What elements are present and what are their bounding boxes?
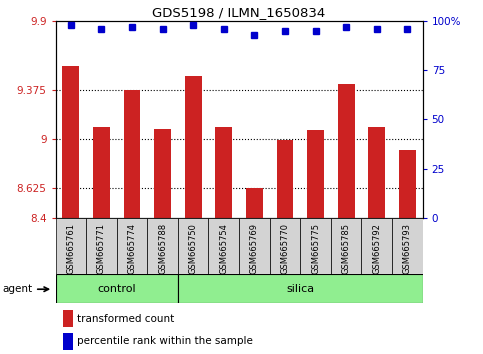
Bar <box>124 90 141 218</box>
Bar <box>62 66 79 218</box>
Title: GDS5198 / ILMN_1650834: GDS5198 / ILMN_1650834 <box>153 6 326 19</box>
Text: GSM665750: GSM665750 <box>189 223 198 274</box>
Bar <box>56 218 86 274</box>
Bar <box>300 218 331 274</box>
Bar <box>86 218 117 274</box>
Bar <box>93 127 110 218</box>
Bar <box>185 76 201 218</box>
Bar <box>270 218 300 274</box>
Text: GSM665761: GSM665761 <box>66 223 75 274</box>
Bar <box>147 218 178 274</box>
Text: agent: agent <box>2 284 32 294</box>
Bar <box>209 218 239 274</box>
Bar <box>246 188 263 218</box>
Bar <box>178 218 209 274</box>
Text: percentile rank within the sample: percentile rank within the sample <box>77 336 253 346</box>
Text: GSM665788: GSM665788 <box>158 223 167 274</box>
Bar <box>215 127 232 218</box>
Bar <box>154 129 171 218</box>
Bar <box>392 218 423 274</box>
Bar <box>338 84 355 218</box>
Text: control: control <box>98 284 136 293</box>
Bar <box>239 218 270 274</box>
Bar <box>178 274 423 303</box>
Text: transformed count: transformed count <box>77 314 174 324</box>
Text: silica: silica <box>286 284 314 293</box>
Text: GSM665769: GSM665769 <box>250 223 259 274</box>
Bar <box>331 218 361 274</box>
Text: GSM665771: GSM665771 <box>97 223 106 274</box>
Bar <box>117 218 147 274</box>
Text: GSM665770: GSM665770 <box>281 223 289 274</box>
Text: GSM665774: GSM665774 <box>128 223 137 274</box>
Bar <box>369 127 385 218</box>
Text: GSM665792: GSM665792 <box>372 223 381 274</box>
Bar <box>56 274 178 303</box>
Text: GSM665754: GSM665754 <box>219 223 228 274</box>
Bar <box>307 130 324 218</box>
Bar <box>361 218 392 274</box>
Text: GSM665785: GSM665785 <box>341 223 351 274</box>
Text: GSM665793: GSM665793 <box>403 223 412 274</box>
Text: GSM665775: GSM665775 <box>311 223 320 274</box>
Bar <box>399 150 416 218</box>
Bar <box>277 141 293 218</box>
